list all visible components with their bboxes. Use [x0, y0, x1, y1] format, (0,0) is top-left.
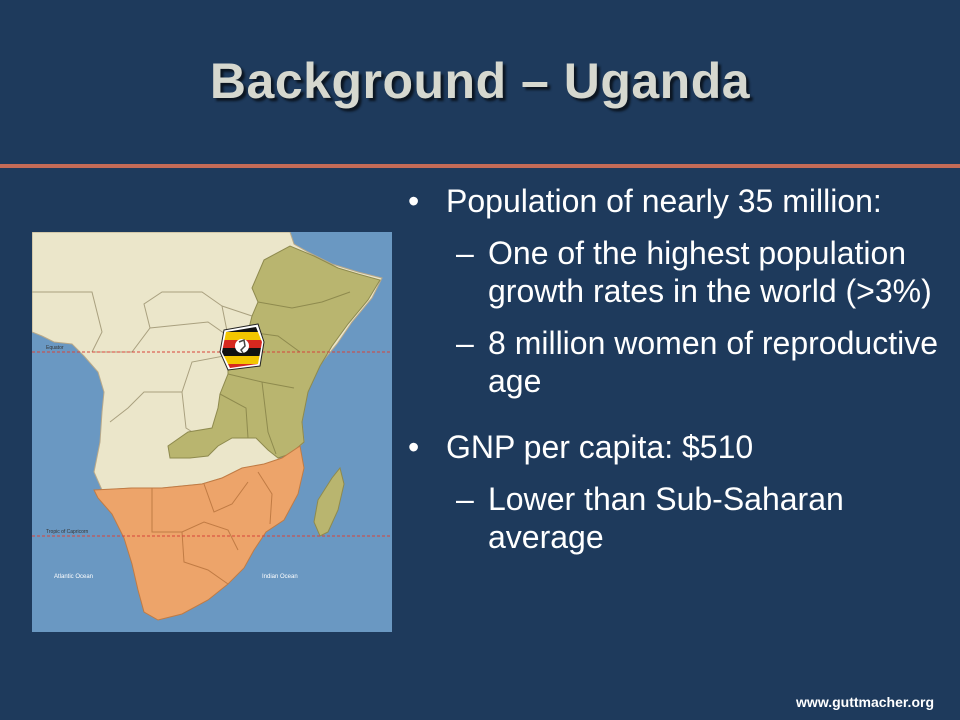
slide-title: Background – Uganda [209, 53, 751, 109]
dash-symbol: – [456, 235, 474, 271]
tropic-label: Tropic of Capricorn [46, 529, 89, 535]
title-divider [0, 164, 960, 168]
atlantic-ocean-label: Atlantic Ocean [54, 574, 93, 580]
bullet-symbol: • [408, 183, 420, 219]
bullet-symbol: • [408, 429, 420, 465]
indian-ocean-label: Indian Ocean [262, 574, 298, 580]
sub-bullet-text: 8 million women of reproductive age [488, 325, 938, 399]
east-africa-borders [219, 291, 351, 455]
dash-symbol: – [456, 325, 474, 361]
equator-label: Equator [46, 345, 64, 351]
dash-symbol: – [456, 481, 474, 517]
bullet-population: • Population of nearly 35 million: [408, 182, 948, 220]
sub-bullet-text: One of the highest population growth rat… [488, 235, 932, 309]
bullet-text: GNP per capita: $510 [446, 429, 754, 465]
bullet-list: • Population of nearly 35 million: – One… [408, 182, 948, 570]
sub-bullet-women: – 8 million women of reproductive age [408, 324, 948, 400]
southern-africa-region [93, 445, 305, 621]
africa-map: Equator Tropic of Capricorn Atlantic Oce… [32, 232, 392, 632]
spacer [408, 414, 948, 428]
sub-bullet-average: – Lower than Sub-Saharan average [408, 480, 948, 556]
bullet-gnp: • GNP per capita: $510 [408, 428, 948, 466]
madagascar [313, 466, 345, 537]
southern-africa-borders [151, 471, 273, 585]
footer-url[interactable]: www.guttmacher.org [796, 694, 934, 710]
sub-bullet-growth-rate: – One of the highest population growth r… [408, 234, 948, 310]
uganda-flag-icon [219, 323, 265, 371]
sub-bullet-text: Lower than Sub-Saharan average [488, 481, 844, 555]
bullet-text: Population of nearly 35 million: [446, 183, 882, 219]
